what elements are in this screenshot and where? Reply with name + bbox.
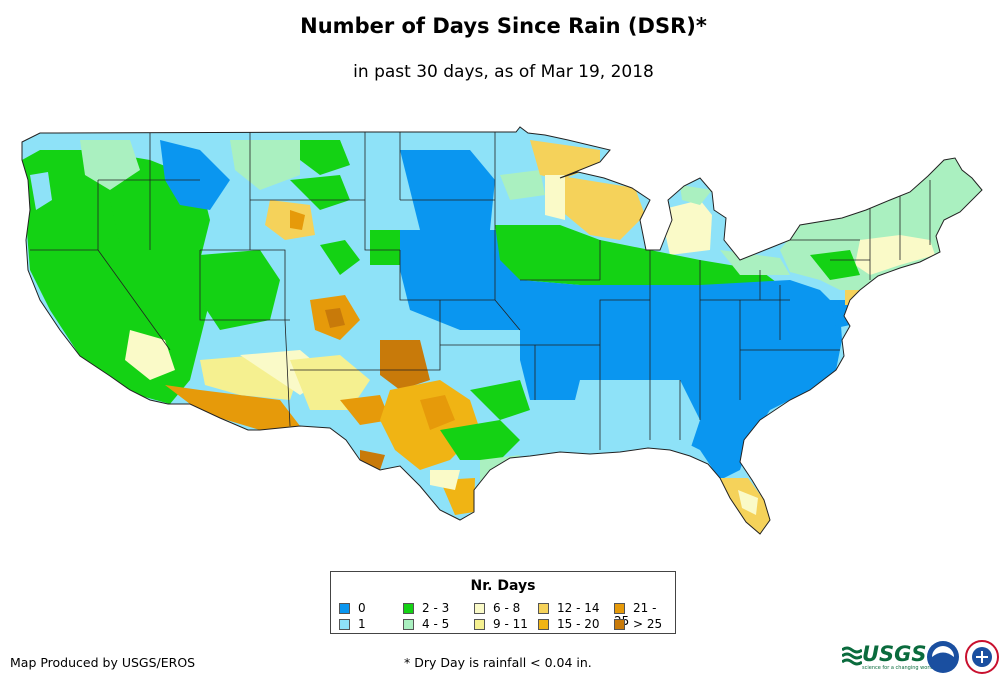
- legend-swatch: [614, 603, 625, 614]
- legend-swatch: [538, 603, 549, 614]
- legend-label: 1: [358, 617, 366, 631]
- legend-title: Nr. Days: [470, 578, 536, 594]
- legend-item: 12 - 14: [538, 602, 600, 615]
- legend-label: 9 - 11: [493, 617, 528, 631]
- legend-item: > 25: [614, 618, 662, 631]
- legend-item: 4 - 5: [403, 618, 449, 631]
- legend-item: 1: [339, 618, 366, 631]
- legend-swatch: [403, 603, 414, 614]
- legend-swatch: [474, 619, 485, 630]
- legend-swatch: [614, 619, 625, 630]
- legend-swatch: [339, 619, 350, 630]
- nws-logo: [965, 640, 999, 674]
- map-title: Number of Days Since Rain (DSR)*: [300, 14, 707, 38]
- usgs-tagline: science for a changing world: [862, 665, 934, 671]
- legend-item: 6 - 8: [474, 602, 520, 615]
- usgs-wave-icon: [842, 646, 862, 666]
- legend-label: 12 - 14: [557, 601, 600, 615]
- legend-label: 0: [358, 601, 366, 615]
- legend-swatch: [403, 619, 414, 630]
- legend-label: 6 - 8: [493, 601, 521, 615]
- noaa-logo: [927, 641, 959, 673]
- legend-label: 2 - 3: [422, 601, 450, 615]
- legend-swatch: [339, 603, 350, 614]
- legend-label: 4 - 5: [422, 617, 450, 631]
- map-credit: Map Produced by USGS/EROS: [10, 655, 196, 670]
- legend-swatch: [474, 603, 485, 614]
- usgs-logo: USGS science for a changing world: [842, 640, 934, 674]
- footnote: * Dry Day is rainfall < 0.04 in.: [404, 655, 592, 670]
- legend-item: 15 - 20: [538, 618, 600, 631]
- map-subtitle: in past 30 days, as of Mar 19, 2018: [353, 62, 654, 82]
- legend: Nr. Days 0 1 2 - 3 4 - 5 6 - 8 9 - 11 12 - 14 1…: [330, 571, 676, 634]
- us-days-since-rain-map: [21, 126, 983, 535]
- legend-item: 2 - 3: [403, 602, 449, 615]
- legend-label: > 25: [633, 617, 663, 631]
- legend-swatch: [538, 619, 549, 630]
- legend-label: 15 - 20: [557, 617, 600, 631]
- usgs-wordmark: USGS: [862, 642, 927, 666]
- legend-item: 9 - 11: [474, 618, 528, 631]
- legend-item: 0: [339, 602, 366, 615]
